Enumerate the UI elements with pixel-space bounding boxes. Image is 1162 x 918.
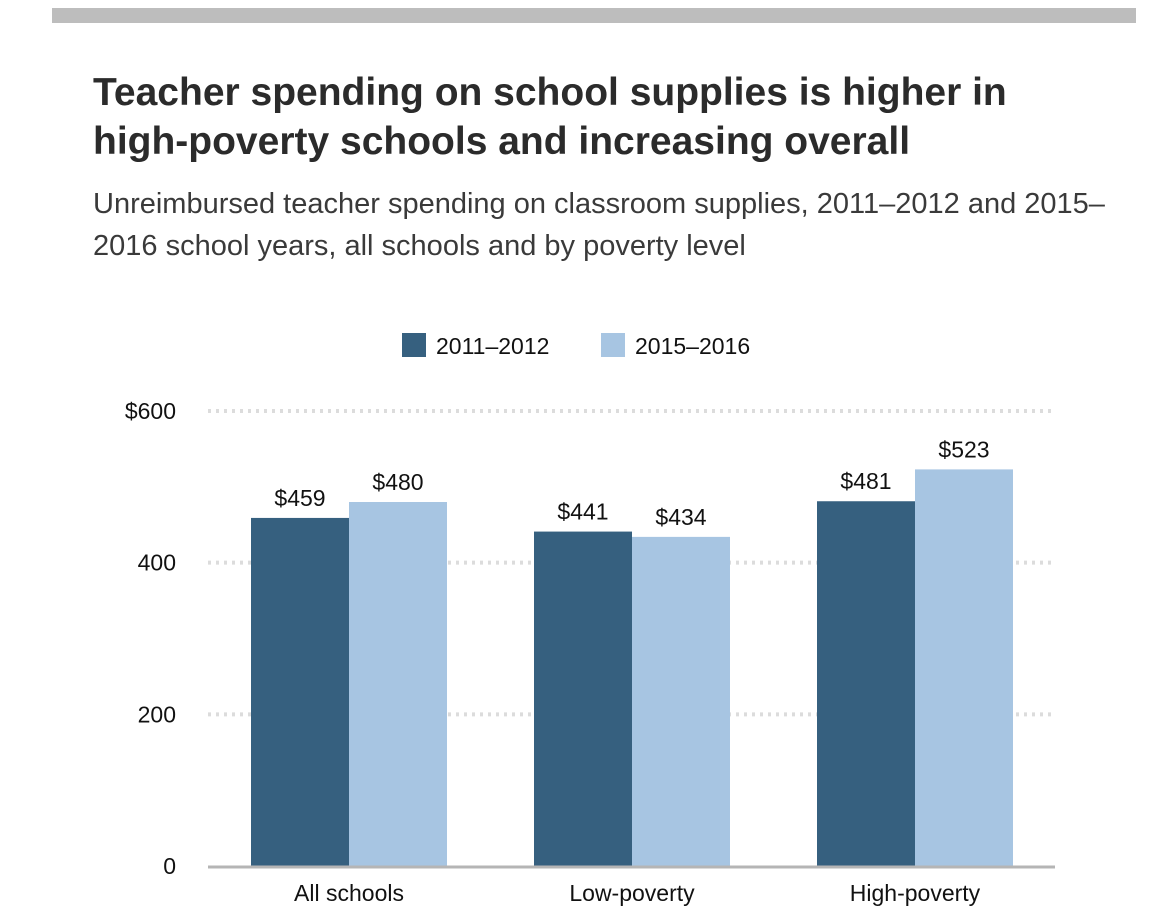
chart-subtitle: Unreimbursed teacher spending on classro… (93, 188, 1105, 262)
bar-data-label: $481 (840, 468, 891, 494)
top-divider-bar (52, 8, 1136, 23)
bar-data-label: $523 (938, 436, 989, 462)
bar (251, 517, 349, 866)
legend-label: 2015–2016 (635, 333, 750, 359)
legend-swatch (402, 333, 426, 357)
bar (632, 536, 730, 866)
bar (915, 469, 1013, 866)
y-tick-label: 0 (163, 853, 176, 879)
bar (817, 501, 915, 866)
x-category-label: High-poverty (850, 880, 981, 906)
legend-swatch (601, 333, 625, 357)
x-category-label: Low-poverty (569, 880, 695, 906)
bar-data-label: $434 (655, 504, 706, 530)
bar-data-label: $441 (557, 499, 608, 525)
bar-data-label: $480 (372, 469, 423, 495)
x-category-label: All schools (294, 880, 404, 906)
chart-title: Teacher spending on school supplies is h… (93, 71, 1007, 163)
bar-data-label: $459 (274, 485, 325, 511)
y-tick-label: $600 (125, 398, 176, 424)
legend-label: 2011–2012 (436, 333, 549, 359)
y-tick-label: 400 (138, 550, 176, 576)
bar (349, 502, 447, 866)
bar (534, 531, 632, 866)
y-tick-label: 200 (138, 701, 176, 727)
